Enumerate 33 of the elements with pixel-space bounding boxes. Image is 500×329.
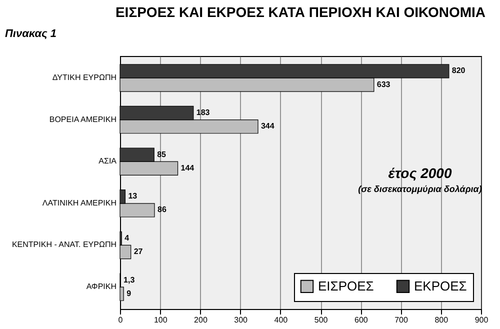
y-tick-label: ΔΥΤΙΚΗ ΕΥΡΩΠΗ: [52, 72, 117, 82]
data-label: 183: [196, 108, 210, 117]
y-tick-label: ΑΦΡΙΚΗ: [86, 282, 117, 292]
data-label: 820: [452, 66, 466, 76]
data-label: 27: [134, 247, 144, 256]
data-label: 86: [157, 205, 167, 214]
data-label: 1,3: [124, 275, 136, 284]
y-tick-label: ΚΕΝΤΡΙΚΗ - ΑΝΑΤ. ΕΥΡΩΠΗ: [12, 240, 117, 250]
x-tick-label: 300: [234, 316, 248, 324]
y-tick-label: ΒΟΡΕΙΑ ΑΜΕΡΙΚΗ: [49, 114, 117, 124]
x-tick-label: 900: [474, 316, 489, 324]
legend-label: ΕΚΡΟΕΣ: [414, 278, 467, 294]
chart-title: ΕΙΣΡΟΕΣ ΚΑΙ ΕΚΡΟΕΣ ΚΑΤΑ ΠΕΡΙΟΧΗ ΚΑΙ ΟΙΚΟΝΟΜΙΑ: [115, 4, 486, 20]
data-label: 344: [260, 122, 275, 131]
data-label: 85: [157, 150, 167, 159]
y-tick-label: ΛΑΤΙΝΙΚΗ ΑΜΕΡΙΚΗ: [42, 198, 117, 208]
x-tick-label: 600: [354, 316, 368, 324]
x-tick-label: 100: [154, 316, 168, 324]
annotation: έτος 2000: [388, 165, 452, 181]
x-tick-label: 0: [118, 316, 124, 324]
legend-label: ΕΙΣΡΟΕΣ: [318, 278, 374, 294]
data-label: 13: [128, 192, 138, 201]
x-tick-label: 400: [274, 316, 288, 324]
data-label: 9: [126, 288, 132, 298]
data-label: 633: [376, 80, 391, 89]
text: Πινακας 1: [5, 28, 57, 40]
data-label: 144: [180, 163, 195, 172]
x-tick-label: 500: [314, 316, 328, 324]
x-tick-label: 200: [194, 316, 208, 324]
x-tick-label: 700: [394, 316, 408, 324]
y-tick-label: ΑΣΙΑ: [98, 156, 118, 166]
x-tick-label: 800: [434, 316, 449, 324]
data-label: 4: [124, 233, 130, 242]
